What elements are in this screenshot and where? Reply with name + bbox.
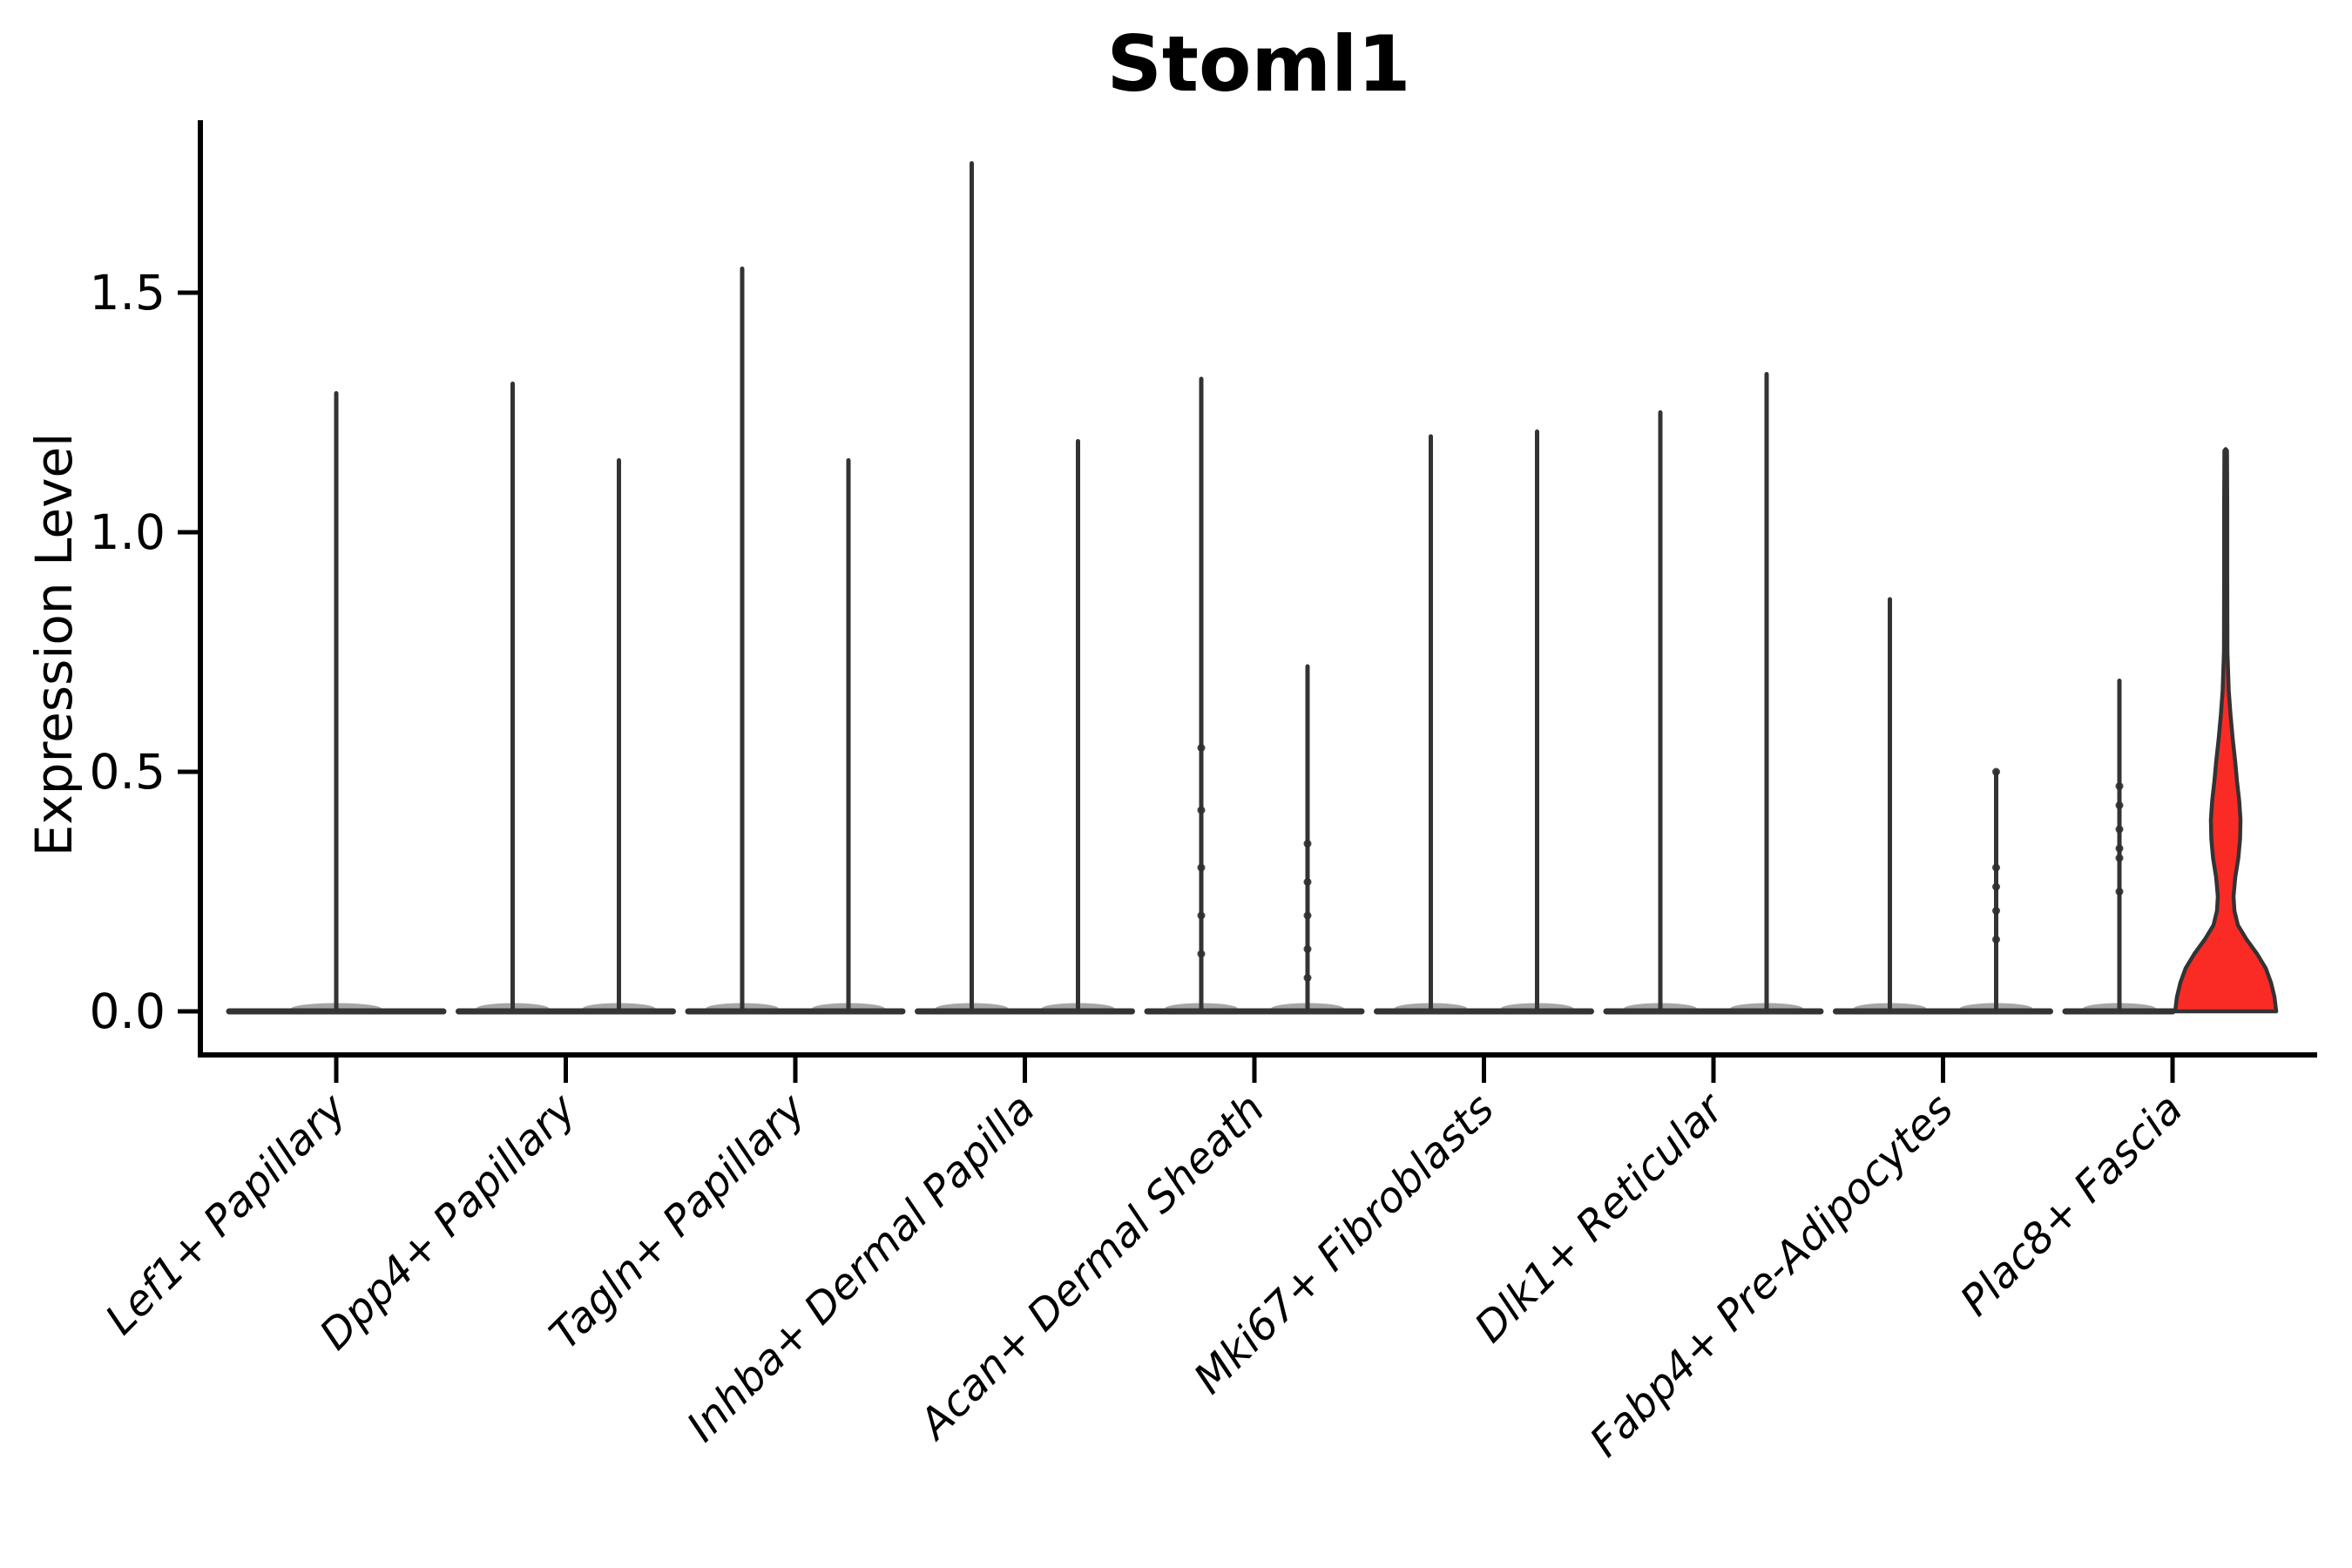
x-tick-label: Lef1+ Papillary xyxy=(96,1084,356,1344)
jitter-point xyxy=(2115,844,2124,853)
jitter-point xyxy=(2115,825,2124,834)
chart-title: Stoml1 xyxy=(1106,19,1411,109)
jitter-point xyxy=(1197,744,1206,752)
jitter-point xyxy=(1197,911,1206,920)
jitter-point xyxy=(1303,878,1312,886)
jitter-point xyxy=(1992,863,2000,872)
jitter-point xyxy=(1303,840,1312,848)
jitter-point xyxy=(1992,936,2000,943)
x-tick-label: Dlk1+ Reticular xyxy=(1465,1083,1735,1353)
jitter-point xyxy=(1303,911,1312,920)
jitter-point xyxy=(2115,888,2124,896)
jitter-point xyxy=(2115,782,2124,790)
jitter-point xyxy=(1197,950,1206,958)
jitter-point xyxy=(1992,882,2000,891)
y-tick-label: 0.5 xyxy=(90,744,166,800)
jitter-point xyxy=(1303,945,1312,953)
jitter-point xyxy=(2115,854,2124,862)
y-tick-label: 1.0 xyxy=(90,504,166,560)
y-tick-label: 0.0 xyxy=(90,983,166,1039)
jitter-point xyxy=(1197,806,1206,814)
jitter-point xyxy=(1303,974,1312,982)
x-tick-label: Plac8+ Fascia xyxy=(1951,1085,2193,1326)
jitter-point xyxy=(1992,907,2000,915)
jitter-point xyxy=(1992,767,2000,776)
x-tick-label: Tagln+ Papillary xyxy=(540,1084,815,1359)
y-tick-label: 1.5 xyxy=(90,265,166,321)
x-tick-label: Fabp4+ Pre-Adipocytes xyxy=(1580,1085,1963,1467)
violin-red-density xyxy=(2173,447,2279,1014)
jitter-point xyxy=(1197,863,1206,872)
x-tick-label: Dpp4+ Papillary xyxy=(310,1084,585,1359)
jitter-point xyxy=(2115,801,2124,809)
y-axis-label: Expression Level xyxy=(24,432,84,857)
